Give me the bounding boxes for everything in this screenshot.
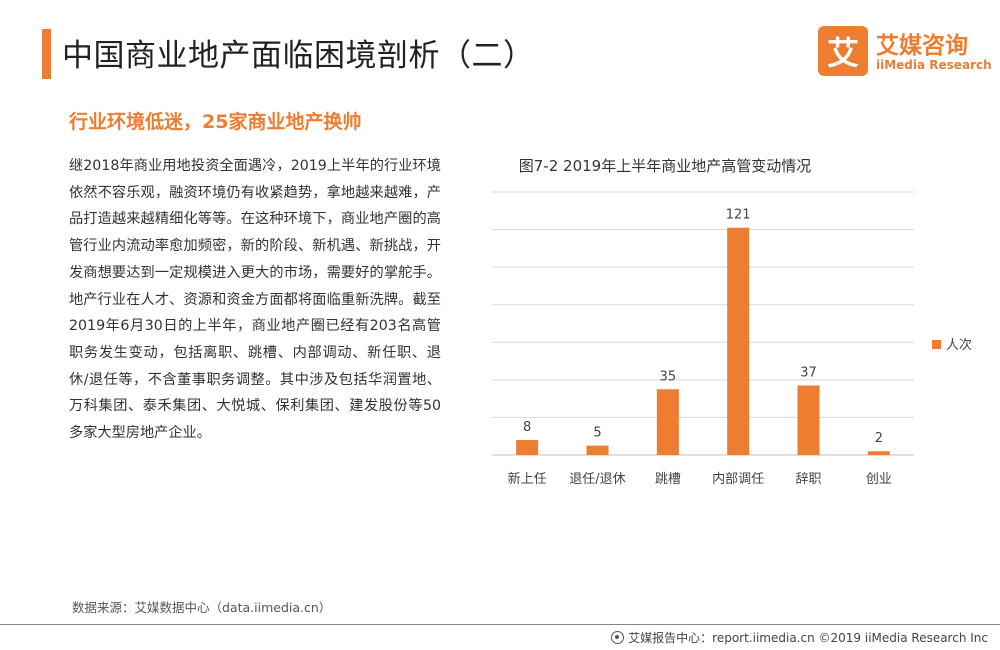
bar-chart: 图7-2 2019年上半年商业地产高管变动情况 8 新上任 5 退任/退休 35 跳槽 12…	[492, 157, 972, 487]
page-title: 中国商业地产面临困境剖析（二）	[62, 38, 535, 74]
category-label: 内部调任	[712, 471, 764, 487]
legend-label: 人次	[946, 337, 972, 353]
category-label: 退任/退休	[569, 472, 625, 487]
body-paragraph: 继2018年商业用地投资全面遇冷，2019上半年的行业环境依然不容乐观，融资环境…	[69, 158, 441, 442]
category-label: 跳槽	[655, 472, 681, 487]
title-accent-bar	[42, 29, 51, 79]
category-label: 新上任	[508, 471, 547, 487]
section-subtitle: 行业环境低迷，25家商业地产换帅	[69, 111, 362, 133]
bar	[867, 451, 890, 455]
data-label: 35	[660, 369, 677, 384]
data-label: 2	[875, 431, 883, 446]
bar	[586, 445, 609, 455]
globe-icon	[611, 631, 625, 644]
brand-logo: 艾 艾媒咨询 iiMedia Research	[818, 26, 992, 76]
chart-labels: 8 新上任 5 退任/退休 35 跳槽 121 内部调任 37 辞职 2 创业	[508, 208, 892, 487]
chart-bars	[516, 227, 890, 455]
chart-title: 图7-2 2019年上半年商业地产高管变动情况	[519, 157, 811, 175]
bar	[797, 385, 820, 455]
data-label: 5	[593, 426, 601, 441]
logo-mark-icon: 艾	[818, 26, 868, 76]
footer-divider	[0, 624, 1000, 625]
data-label: 8	[523, 420, 531, 435]
bar	[727, 227, 750, 455]
category-label: 创业	[866, 472, 892, 487]
data-label: 37	[800, 365, 817, 380]
legend-swatch	[932, 340, 941, 349]
footer-text: 艾媒报告中心：report.iimedia.cn ©2019 iiMedia R…	[628, 631, 988, 645]
bar	[516, 439, 539, 455]
logo-english-name: iiMedia Research	[876, 58, 992, 72]
chart-grid	[492, 191, 914, 456]
footer: 艾媒报告中心：report.iimedia.cn ©2019 iiMedia R…	[611, 629, 988, 646]
category-label: 辞职	[795, 472, 821, 487]
logo-chinese-name: 艾媒咨询	[876, 33, 968, 59]
data-label: 121	[726, 208, 751, 223]
chart-legend: 人次	[932, 337, 972, 353]
data-source: 数据来源：艾媒数据中心（data.iimedia.cn）	[72, 600, 332, 615]
bar	[656, 389, 679, 455]
